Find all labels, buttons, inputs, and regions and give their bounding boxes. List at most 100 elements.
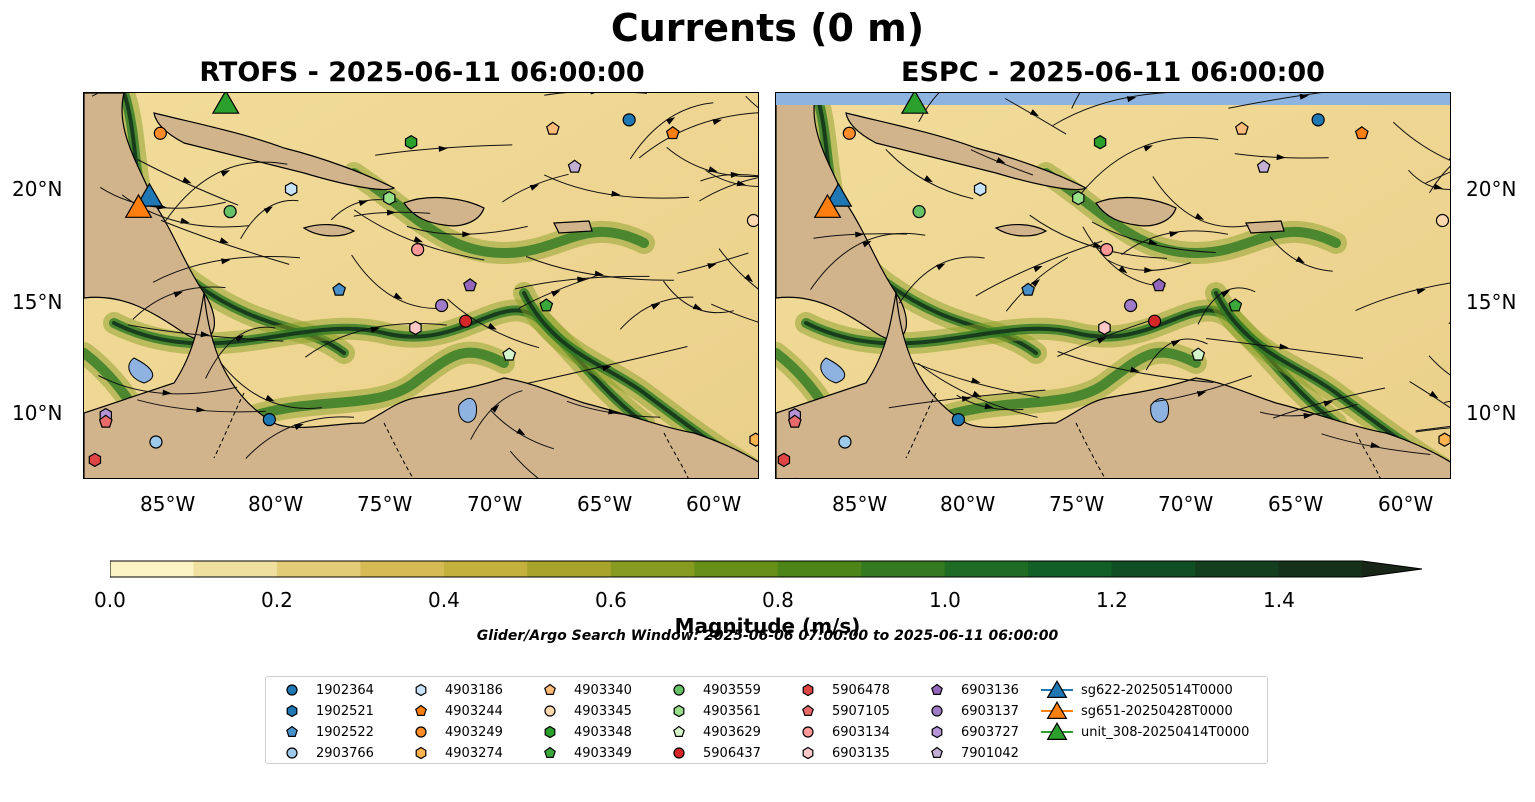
colorbar-segment [1028, 561, 1113, 577]
legend-marker [1046, 722, 1068, 740]
legend-marker [286, 747, 298, 759]
colorbar-segment [360, 561, 445, 577]
legend-item: 4903561 [663, 701, 761, 721]
streamline [1415, 427, 1450, 433]
streamline [1071, 93, 1081, 109]
float-marker [463, 278, 477, 292]
legend-marker [802, 704, 814, 716]
streamline [1273, 387, 1386, 419]
land-mass [994, 224, 1048, 237]
legend-marker [286, 704, 298, 718]
legend-item: sg622-20250514T0000 [1041, 680, 1233, 700]
streamline [1052, 93, 1212, 126]
glider-marker [900, 93, 929, 114]
land-mass [1245, 220, 1285, 234]
float-marker [1152, 278, 1166, 292]
legend-marker [673, 704, 685, 718]
streamline-arrow [1143, 145, 1153, 152]
legend-marker [802, 683, 814, 697]
lon-tick-85w-espc: 85°W [832, 492, 888, 516]
legend-item: 6903135 [792, 743, 890, 763]
streamline-arrow [516, 428, 526, 436]
streamline [888, 389, 1046, 409]
legend-label: 5906478 [832, 682, 890, 698]
float-marker [1191, 347, 1206, 361]
colorbar-extend-arrow [1362, 561, 1422, 577]
streamline-arrow [196, 406, 206, 413]
land-mass [776, 292, 1450, 478]
lon-tick-60w-espc: 60°W [1378, 492, 1434, 516]
streamline-arrow [1029, 109, 1040, 117]
streamline-arrow [180, 217, 190, 224]
legend-marker [673, 684, 685, 696]
legend-item: 4903340 [534, 680, 632, 700]
colorbar-segment [694, 561, 779, 577]
float-marker [1098, 320, 1111, 336]
streamline [638, 112, 758, 159]
legend-label: 4903249 [445, 724, 503, 740]
streamline-arrow [393, 292, 403, 300]
float-marker [332, 282, 347, 296]
legend-marker [931, 746, 943, 758]
streamline-arrow [862, 240, 872, 248]
lake-nicaragua [820, 357, 846, 384]
float-marker [973, 182, 987, 197]
colorbar-segment [1278, 561, 1363, 577]
legend-marker [415, 683, 427, 697]
streamline [165, 161, 288, 222]
lon-tick-80w: 80°W [248, 492, 304, 516]
legend-label: 2903766 [316, 745, 374, 761]
legend-item: 6903134 [792, 722, 890, 742]
streamline-arrow [984, 403, 994, 410]
float-marker [1311, 113, 1325, 127]
legend-marker [673, 747, 685, 759]
espc-map[interactable] [775, 92, 1451, 479]
float-marker [502, 347, 517, 361]
colorbar-tick: 1.0 [929, 588, 961, 612]
float-marker [404, 135, 418, 150]
streamline-arrow [182, 176, 192, 184]
float-marker [746, 213, 758, 228]
legend-item: 4903249 [405, 722, 503, 742]
land-mass [553, 220, 593, 234]
float-marker [1228, 298, 1243, 312]
streamline-arrow [529, 184, 540, 191]
current-jet-core [349, 168, 649, 259]
streamline-arrow [219, 237, 229, 244]
streamline-arrow [1097, 337, 1107, 344]
legend-item: 4903348 [534, 722, 632, 742]
streamline-arrow [1118, 265, 1128, 274]
country-border [1355, 432, 1381, 478]
streamline-arrow [358, 200, 369, 206]
rtofs-panel-title: RTOFS - 2025-06-11 06:00:00 [199, 57, 645, 88]
float-marker [284, 182, 298, 197]
streamline [1206, 338, 1364, 359]
legend-item: 5907105 [792, 701, 890, 721]
streamline [745, 95, 758, 109]
colorbar-segment [610, 561, 695, 577]
streamline-arrow [1031, 279, 1041, 288]
legend: 1902364 1902521 1902522 2903766 4903186 49032… [265, 676, 1268, 764]
legend-marker [931, 683, 943, 695]
legend-label: 4903561 [703, 703, 761, 719]
colorbar-segment [527, 561, 612, 577]
streamline [543, 174, 690, 199]
colorbar-tick: 1.2 [1096, 588, 1128, 612]
rtofs-map[interactable] [83, 92, 759, 479]
float-marker [1093, 135, 1107, 150]
streamline [1415, 425, 1450, 432]
streamline-arrow [413, 236, 424, 243]
colorbar-tick: 0.8 [762, 588, 794, 612]
legend-marker [544, 705, 556, 717]
legend-item: 1902364 [276, 680, 374, 700]
legend-marker [544, 746, 556, 758]
lon-tick-75w-espc: 75°W [1049, 492, 1105, 516]
legend-label: unit_308-20250414T0000 [1081, 724, 1250, 740]
legend-item: 1902522 [276, 722, 374, 742]
legend-marker [931, 705, 943, 717]
no-data-band [776, 93, 1450, 105]
streamline [509, 450, 539, 478]
legend-label: 4903348 [574, 724, 632, 740]
lon-tick-65w-espc: 65°W [1268, 492, 1324, 516]
float-marker [777, 452, 791, 468]
